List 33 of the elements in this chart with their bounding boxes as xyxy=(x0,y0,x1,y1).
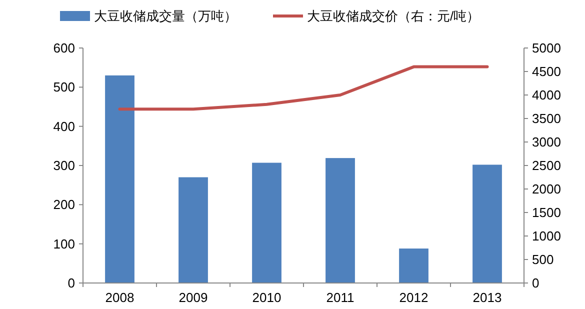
bar xyxy=(399,248,428,283)
x-tick-label: 2012 xyxy=(399,290,428,305)
bar xyxy=(105,75,134,283)
y2-tick-label: 4000 xyxy=(532,88,561,103)
bar xyxy=(178,177,208,283)
legend-label: 大豆收储成交量（万吨） xyxy=(94,8,237,24)
y2-tick-label: 3500 xyxy=(532,111,561,126)
bar xyxy=(252,162,282,283)
x-tick-label: 2009 xyxy=(178,290,208,305)
y2-tick-label: 1500 xyxy=(532,205,561,220)
y2-tick-label: 5000 xyxy=(532,40,561,56)
y-tick-label: 400 xyxy=(53,118,75,134)
x-tick-label: 2010 xyxy=(252,290,282,305)
y2-tick-label: 3000 xyxy=(532,134,561,150)
y2-tick-label: 500 xyxy=(532,252,554,268)
y2-tick-label: 1000 xyxy=(532,228,561,244)
bar xyxy=(472,164,502,283)
y2-tick-label: 0 xyxy=(532,276,540,291)
y2-tick-label: 4500 xyxy=(532,64,561,80)
line-series xyxy=(118,65,489,111)
bar xyxy=(326,158,355,283)
legend-label: 大豆收储成交价（右：元/吨） xyxy=(307,8,480,24)
y-tick-label: 0 xyxy=(68,276,75,291)
x-tick-label: 2013 xyxy=(472,290,502,305)
y-tick-label: 600 xyxy=(53,40,75,56)
x-tick-label: 2008 xyxy=(105,290,134,305)
y2-tick-label: 2500 xyxy=(532,158,561,174)
y-tick-label: 300 xyxy=(53,158,75,174)
y-tick-label: 100 xyxy=(53,236,75,252)
y2-tick-label: 2000 xyxy=(532,182,561,197)
x-tick-label: 2011 xyxy=(326,290,354,305)
y-tick-label: 500 xyxy=(53,80,75,95)
y-tick-label: 200 xyxy=(53,197,75,212)
